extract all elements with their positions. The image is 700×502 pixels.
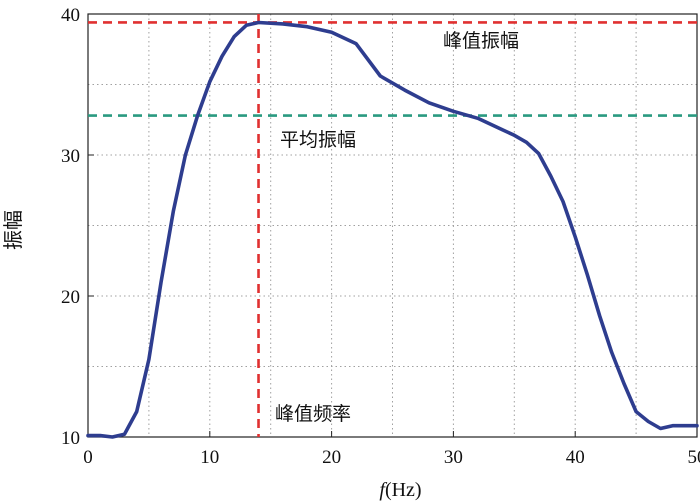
x-axis-label-unit: (Hz) (385, 479, 422, 501)
y-tick-label: 40 (61, 5, 80, 26)
y-axis-label: 振幅 (1, 210, 25, 250)
y-tick-label: 20 (61, 287, 80, 308)
reference-line-label: 平均振幅 (280, 129, 356, 151)
series-line (86, 20, 699, 439)
y-tick-label: 30 (61, 146, 80, 167)
reference-lines (88, 14, 697, 437)
series-group (86, 20, 699, 439)
x-tick-label: 50 (688, 447, 700, 468)
plot-frame (87, 13, 698, 438)
x-tick-label: 30 (444, 447, 463, 468)
reference-line-label: 峰值频率 (275, 403, 351, 425)
x-axis-label-variable: f (379, 479, 387, 501)
x-tick-label: 40 (566, 447, 585, 468)
x-axis-label: f(Hz) (379, 479, 421, 501)
x-tick-label: 20 (322, 447, 341, 468)
y-tick-label: 10 (61, 428, 80, 449)
grid (88, 14, 697, 437)
y-axis-ticks: 10 20 30 40 (61, 5, 94, 449)
x-axis-ticks: 0 10 20 30 40 50 (83, 431, 700, 468)
x-tick-label: 0 (83, 447, 93, 468)
reference-line-label: 峰值振幅 (443, 30, 519, 52)
x-tick-label: 10 (200, 447, 219, 468)
